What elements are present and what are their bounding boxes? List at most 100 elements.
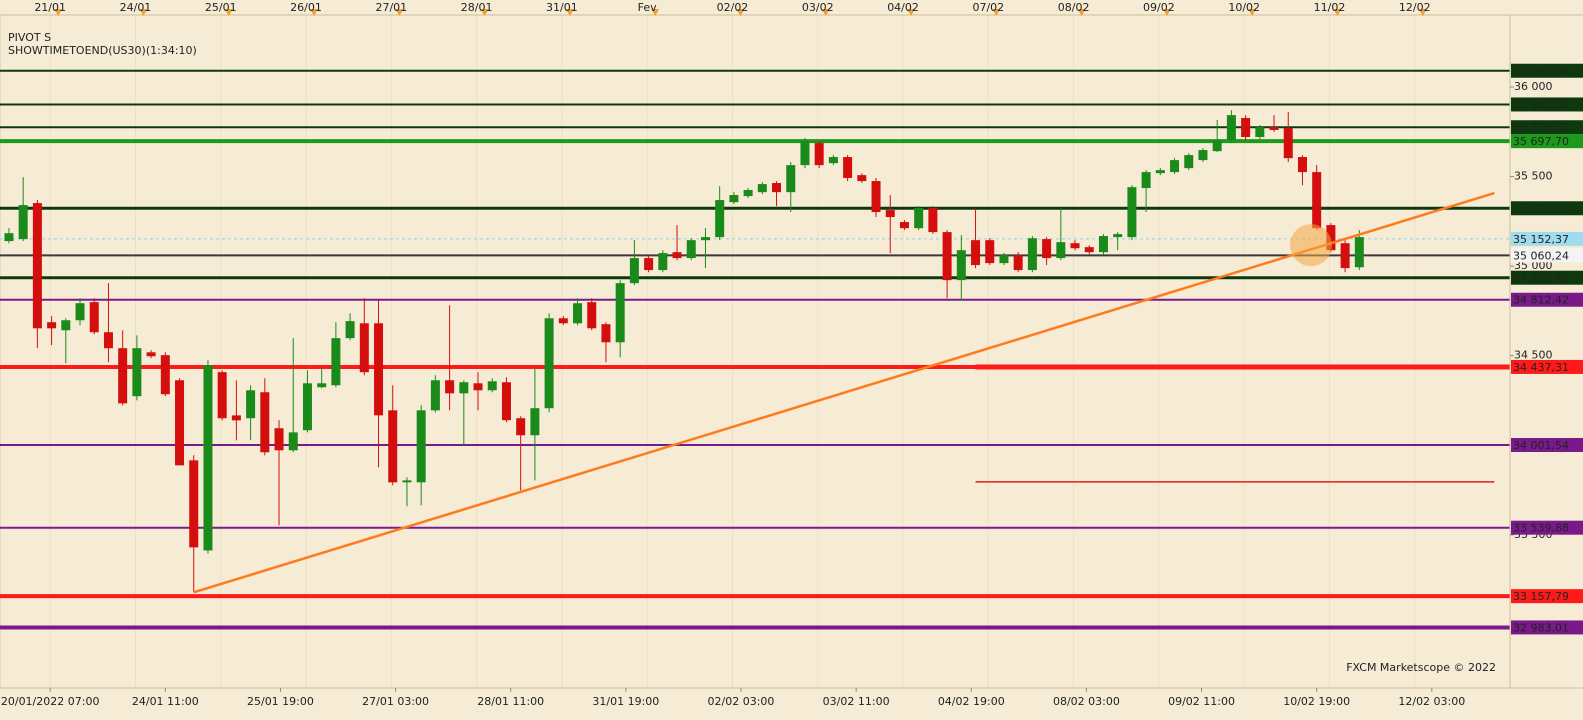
candle-body [118, 348, 128, 404]
level-label-box [1511, 134, 1583, 149]
credit: FXCM Marketscope © 2022 [1346, 661, 1496, 674]
candle-body [103, 332, 113, 349]
candle-body [132, 348, 142, 397]
candle-body [4, 233, 14, 242]
x-tick-label: 10/02 [1228, 1, 1260, 14]
plot-area [0, 14, 1511, 689]
candle-body [374, 323, 384, 416]
candle-body [1042, 239, 1052, 259]
candle-body [1283, 128, 1293, 159]
y-tick-label: 35 500 [1514, 170, 1553, 183]
candle-body [61, 320, 71, 331]
tick-marker [224, 9, 233, 16]
level-label-box [1511, 520, 1583, 535]
candle-body [1326, 225, 1336, 251]
candle-body [1212, 140, 1222, 152]
x-tick-label: 10/02 19:00 [1283, 695, 1350, 708]
candle-body [359, 323, 369, 373]
candle-body [1127, 187, 1137, 238]
candle-body [1255, 127, 1265, 137]
x-tick-label: 28/01 11:00 [477, 695, 544, 708]
level-label-box [1511, 359, 1583, 374]
candle-body [160, 355, 170, 395]
candle-body [146, 352, 156, 357]
candle-body [1354, 237, 1364, 268]
tick-marker [1333, 9, 1342, 16]
x-tick-label: 09/02 11:00 [1168, 695, 1235, 708]
level-label-box [1511, 437, 1583, 452]
x-tick-label: 03/02 11:00 [823, 695, 890, 708]
candle-body [1098, 236, 1108, 253]
candle-body [1312, 172, 1322, 229]
candle-body [402, 480, 412, 483]
highlight [1289, 224, 1332, 267]
candle-body [1056, 242, 1066, 259]
x-tick-label: 27/01 03:00 [362, 695, 429, 708]
candle-body [1013, 255, 1023, 271]
candle-body [516, 418, 526, 436]
candle-body [757, 184, 767, 193]
x-tick-label: Fev [638, 1, 657, 14]
candle-body [743, 190, 753, 197]
candle-body [217, 372, 227, 419]
level-label: 35 902,55 [1513, 98, 1569, 111]
candle-body [274, 428, 284, 451]
candle-body [459, 382, 469, 394]
candle-body [388, 410, 398, 483]
candle-body [1297, 157, 1307, 173]
candle-body [416, 410, 426, 483]
x-tick-label: 02/02 03:00 [708, 695, 775, 708]
x-tick-label: 25/01 19:00 [247, 695, 314, 708]
x-tick-label: 12/02 [1399, 1, 1431, 14]
level-label-box [1511, 270, 1583, 285]
candle-body [445, 380, 455, 394]
candle-body [1084, 247, 1094, 253]
level-label-box [1511, 248, 1583, 263]
candle-body [317, 383, 327, 388]
candle-body [501, 382, 511, 421]
candle-body [1070, 243, 1080, 249]
candle-body [573, 303, 583, 324]
level-label: 36 090,90 [1513, 65, 1569, 78]
x-tick-label: 08/02 03:00 [1053, 695, 1120, 708]
candle-body [985, 240, 995, 264]
candle-body [644, 258, 654, 271]
candle-body [1184, 155, 1194, 169]
candle-body [1340, 243, 1350, 269]
x-tick-label: 24/01 11:00 [132, 695, 199, 708]
x-tick-label: 27/01 [375, 1, 407, 14]
candle-body [1226, 115, 1236, 141]
x-tick-label: 25/01 [205, 1, 237, 14]
tick-marker [651, 9, 660, 16]
level-label-box [1511, 97, 1583, 112]
candle-body [601, 324, 611, 343]
tick-marker [480, 9, 489, 16]
candle-body [75, 303, 85, 321]
candle-body [331, 338, 341, 386]
y-tick-label: 35 000 [1514, 259, 1553, 272]
x-tick-label: 11/02 [1314, 1, 1346, 14]
x-tick-label: 28/01 [461, 1, 493, 14]
candle-body [1027, 238, 1037, 271]
x-tick-label: 03/02 [802, 1, 834, 14]
level-label: 34 812,42 [1513, 294, 1569, 307]
level-label: 35 775,51 [1513, 121, 1569, 134]
candle-body [999, 255, 1009, 264]
level-label: 34 001,54 [1513, 439, 1569, 452]
level-label-box [1511, 201, 1583, 216]
indicator-name: SHOWTIMETOEND(US30)(1:34:10) [8, 44, 197, 57]
level-label-box [1511, 589, 1583, 604]
candle-body [914, 208, 924, 229]
candle-body [1170, 160, 1180, 173]
candle-body [1241, 118, 1251, 137]
candle-body [1113, 234, 1123, 238]
candle-body [1269, 127, 1279, 131]
candle-body [18, 205, 28, 240]
candle-body [47, 322, 57, 329]
trendline [193, 191, 1495, 594]
candle-body [942, 232, 952, 281]
candle-body [786, 165, 796, 193]
level-label: 33 157,79 [1513, 590, 1569, 603]
candle-body [587, 302, 597, 329]
